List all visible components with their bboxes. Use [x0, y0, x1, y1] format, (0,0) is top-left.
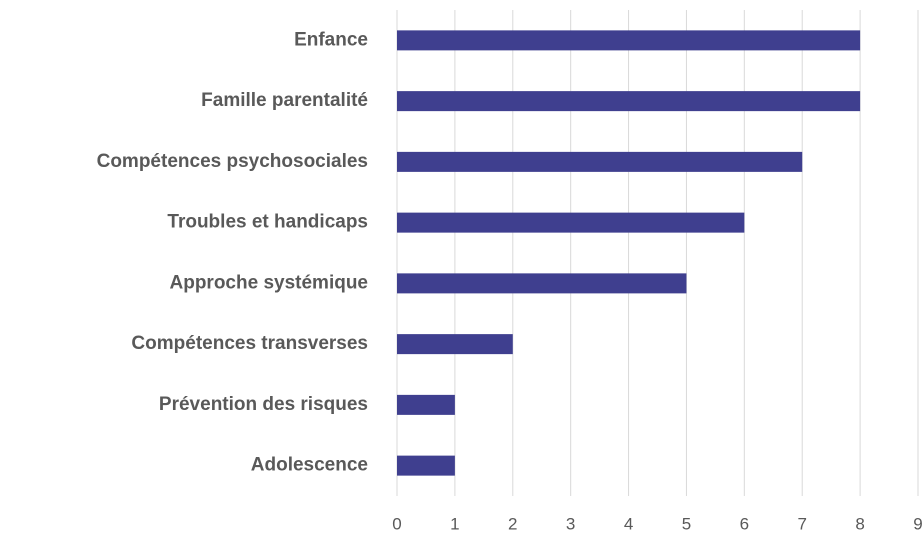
y-tick-label: Compétences psychosociales	[97, 151, 368, 172]
y-tick-label: Enfance	[294, 29, 368, 50]
y-tick-label: Prévention des risques	[159, 394, 368, 415]
y-tick-label: Famille parentalité	[201, 90, 368, 111]
y-tick-label: Compétences transverses	[131, 333, 368, 354]
bar	[397, 91, 861, 112]
x-tick-label: 1	[450, 514, 459, 533]
x-tick-label: 8	[855, 514, 864, 533]
bar	[397, 151, 803, 172]
bar	[397, 334, 513, 355]
x-tick-label: 7	[797, 514, 806, 533]
x-tick-label: 5	[682, 514, 691, 533]
x-tick-label: 0	[392, 514, 401, 533]
bar	[397, 212, 745, 233]
bar	[397, 394, 455, 415]
y-tick-label: Adolescence	[251, 455, 368, 476]
x-tick-label: 3	[566, 514, 575, 533]
x-tick-label: 9	[913, 514, 922, 533]
x-tick-label: 4	[624, 514, 633, 533]
bar	[397, 30, 861, 51]
x-tick-label: 6	[740, 514, 749, 533]
y-tick-label: Troubles et handicaps	[167, 212, 368, 233]
y-tick-label: Approche systémique	[170, 272, 369, 293]
bar	[397, 455, 455, 476]
x-tick-label: 2	[508, 514, 517, 533]
bar	[397, 273, 687, 294]
